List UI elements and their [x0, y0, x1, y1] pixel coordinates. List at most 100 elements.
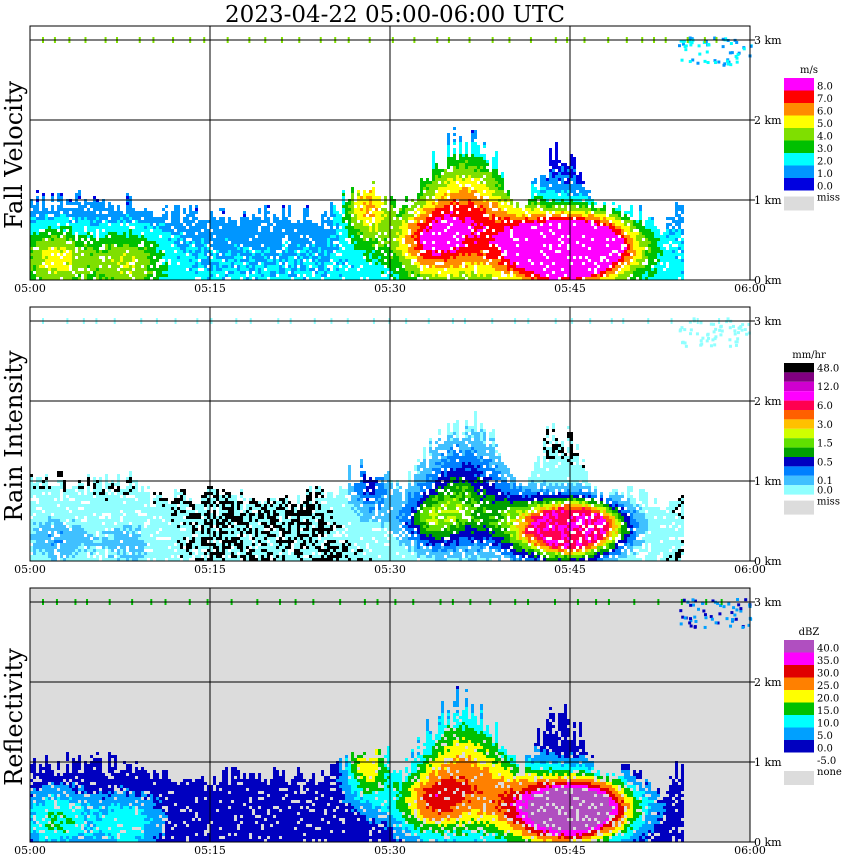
- field-cell: [102, 241, 105, 244]
- field-cell: [543, 265, 546, 268]
- field-cell: [447, 178, 450, 181]
- field-cell: [540, 193, 543, 196]
- field-cell: [183, 229, 186, 232]
- field-cell: [600, 247, 603, 250]
- field-cell: [495, 232, 498, 235]
- field-cell: [270, 262, 273, 265]
- field-cell: [84, 262, 87, 265]
- field-cell: [345, 250, 348, 253]
- field-cell: [531, 214, 534, 217]
- field-cell: [159, 217, 162, 220]
- field-cell: [336, 274, 339, 277]
- field-cell: [42, 196, 45, 199]
- field-cell: [93, 262, 96, 265]
- field-cell: [549, 265, 552, 268]
- field-cell: [273, 274, 276, 277]
- field-cell: [588, 214, 591, 217]
- field-cell: [45, 244, 48, 247]
- field-cell: [594, 202, 597, 205]
- field-cell: [75, 265, 78, 268]
- field-cell: [99, 211, 102, 214]
- field-cell: [213, 244, 216, 247]
- field-cell: [636, 274, 639, 277]
- field-cell: [372, 241, 375, 244]
- field-cell: [579, 223, 582, 226]
- field-cell: [342, 205, 345, 208]
- field-cell: [39, 247, 42, 250]
- field-cell: [54, 232, 57, 235]
- field-cell: [498, 241, 501, 244]
- field-cell: [585, 202, 588, 205]
- field-cell: [96, 274, 99, 277]
- field-cell: [255, 253, 258, 256]
- field-cell: [519, 208, 522, 211]
- field-cell: [534, 223, 537, 226]
- field-cell: [66, 220, 69, 223]
- field-cell: [255, 226, 258, 229]
- field-cell: [450, 160, 453, 163]
- field-cell: [366, 274, 369, 277]
- field-cell: [72, 259, 75, 262]
- field-cell: [405, 244, 408, 247]
- field-cell: [465, 187, 468, 190]
- field-cell: [459, 265, 462, 268]
- field-cell: [564, 262, 567, 265]
- field-cell: [612, 241, 615, 244]
- field-cell: [456, 253, 459, 256]
- field-cell: [354, 244, 357, 247]
- field-cell: [594, 229, 597, 232]
- field-cell: [342, 262, 345, 265]
- field-cell: [525, 214, 528, 217]
- field-cell: [267, 232, 270, 235]
- field-cell: [45, 208, 48, 211]
- field-cell: [348, 271, 351, 274]
- field-cell: [561, 223, 564, 226]
- field-cell: [303, 250, 306, 253]
- field-cell: [438, 175, 441, 178]
- field-cell: [540, 220, 543, 223]
- field-cell: [549, 202, 552, 205]
- field-cell: [117, 229, 120, 232]
- field-cell: [228, 259, 231, 262]
- field-cell: [504, 238, 507, 241]
- field-cell: [303, 232, 306, 235]
- field-cell: [87, 202, 90, 205]
- field-cell: [426, 226, 429, 229]
- field-cell: [441, 256, 444, 259]
- field-cell: [366, 193, 369, 196]
- field-cell: [114, 271, 117, 274]
- field-cell: [441, 241, 444, 244]
- field-cell: [168, 253, 171, 256]
- field-cell: [195, 208, 198, 211]
- field-cell: [459, 157, 462, 160]
- field-cell: [390, 268, 393, 271]
- field-cell: [117, 253, 120, 256]
- field-cell: [342, 223, 345, 226]
- field-cell: [465, 256, 468, 259]
- field-cell: [498, 217, 501, 220]
- field-cell: [447, 214, 450, 217]
- field-cell: [432, 172, 435, 175]
- field-cell: [627, 229, 630, 232]
- field-cell: [288, 229, 291, 232]
- field-cell: [195, 244, 198, 247]
- field-cell: [510, 205, 513, 208]
- field-cell: [471, 271, 474, 274]
- field-cell: [369, 229, 372, 232]
- field-cell: [114, 214, 117, 217]
- field-cell: [297, 235, 300, 238]
- field-cell: [558, 265, 561, 268]
- field-cell: [471, 190, 474, 193]
- field-cell: [207, 259, 210, 262]
- field-cell: [597, 259, 600, 262]
- field-cell: [63, 211, 66, 214]
- field-cell: [147, 256, 150, 259]
- field-cell: [117, 271, 120, 274]
- field-cell: [492, 211, 495, 214]
- field-cell: [429, 241, 432, 244]
- field-cell: [219, 247, 222, 250]
- field-cell: [285, 259, 288, 262]
- field-cell: [294, 265, 297, 268]
- field-cell: [579, 217, 582, 220]
- field-cell: [261, 241, 264, 244]
